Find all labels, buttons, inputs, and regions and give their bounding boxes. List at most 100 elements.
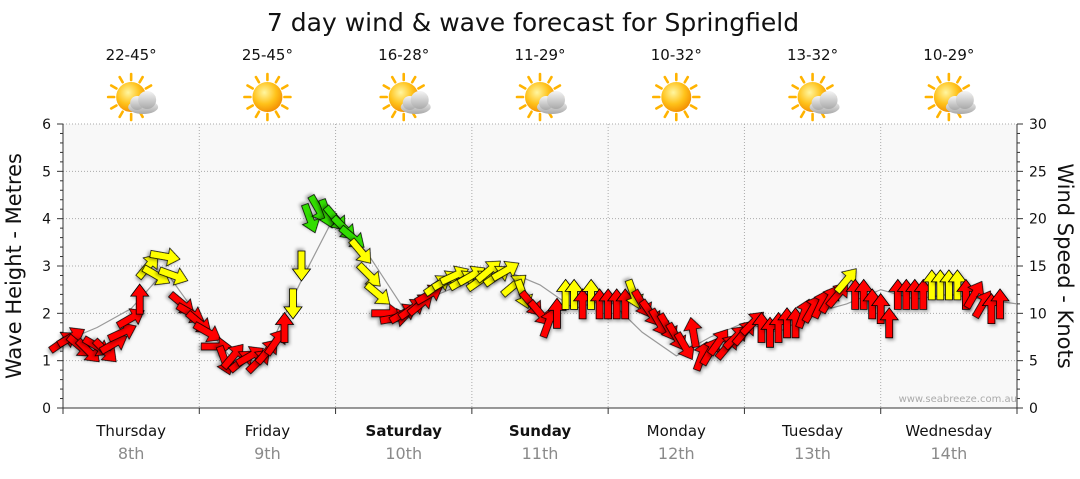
wind-arrow-shape (338, 224, 365, 248)
sun-ray (109, 104, 118, 110)
sun-ray (799, 110, 806, 119)
cloud-puff (410, 91, 429, 109)
sun-ray (689, 104, 698, 110)
sun-ray (799, 75, 806, 84)
wind-arrow-shape (879, 307, 900, 339)
day-column-thursday: 22-45° Thursday 8th (95, 46, 166, 463)
day-date: 9th (254, 444, 281, 463)
sun-ray (663, 110, 670, 119)
left-tick-label: 1 (42, 354, 51, 370)
sun-ray (274, 75, 281, 84)
wind-arrow-shape (283, 288, 303, 320)
right-tick-label: 10 (1029, 306, 1047, 322)
cloud-puff (138, 91, 157, 109)
sun-ray (683, 110, 690, 119)
right-tick-label: 25 (1029, 164, 1047, 180)
sun-ray (118, 110, 124, 119)
sun-ray (382, 104, 391, 110)
day-date: 12th (658, 444, 695, 463)
sun-ray (410, 75, 417, 84)
sun-ray (254, 110, 261, 119)
cloud-puff (547, 91, 565, 109)
wind-arrow (291, 250, 312, 282)
right-tick-label: 15 (1029, 259, 1047, 275)
wind-arrow-shape (274, 311, 295, 343)
y-axis-label-left: Wave Height - Metres (2, 153, 26, 379)
temp-range: 13-32° (787, 46, 838, 64)
wind-arrow (157, 266, 189, 286)
day-column-sunday: 11-29° Sunday 11th (509, 46, 572, 463)
sun-ray (518, 104, 527, 110)
day-name: Wednesday (905, 422, 992, 440)
day-name: Thursday (95, 422, 166, 440)
sun-ray (280, 104, 289, 110)
day-column-friday: 25-45° Friday 9th (242, 46, 293, 463)
cloud-puff (955, 91, 974, 109)
wind-arrow (990, 288, 1010, 320)
wind-arrow (547, 297, 567, 329)
cloud-icon (128, 91, 159, 114)
sun-ray (144, 84, 153, 90)
sun-cloud-icon (924, 72, 976, 122)
wind-arrow (274, 311, 295, 343)
day-date: 14th (930, 444, 967, 463)
sun-ray (547, 75, 553, 84)
wind-series (48, 193, 1010, 376)
wind-arrow (149, 247, 181, 267)
sun-ray (956, 75, 962, 84)
wind-arrow-shape (192, 321, 222, 343)
cloud-puff (819, 91, 838, 109)
wind-arrow (355, 261, 381, 287)
temp-range: 10-29° (923, 46, 974, 64)
left-tick-label: 6 (42, 117, 51, 133)
sun-ray (390, 110, 397, 119)
wind-arrow (338, 224, 365, 248)
sun-ray (109, 84, 118, 90)
sun-ray (936, 110, 942, 119)
sun-ray (791, 84, 800, 90)
sun-icon (243, 72, 292, 122)
sun-ray (927, 84, 936, 90)
left-tick-label: 5 (42, 164, 51, 180)
sun-ray (118, 75, 124, 84)
right-tick-label: 5 (1029, 354, 1038, 370)
wind-arrow-shape (683, 316, 703, 349)
chart-title: 7 day wind & wave forecast for Springfie… (267, 8, 799, 37)
sun-ray (962, 84, 971, 90)
left-tick-label: 3 (42, 259, 51, 275)
sun-ray (527, 75, 533, 84)
day-column-saturday: 16-28° Saturday 10th (366, 46, 443, 463)
axes: 0 1 2 3 4 5 6 0 5 10 15 20 25 30 (42, 117, 1047, 417)
day-name: Monday (647, 422, 706, 440)
cloud-icon (945, 91, 976, 114)
day-column-wednesday: 10-29° Wednesday 14th (905, 46, 992, 463)
sun-icon (651, 72, 701, 122)
wind-arrow-shape (355, 261, 381, 287)
sun-ray (254, 75, 261, 84)
day-name: Sunday (509, 422, 572, 440)
day-name: Saturday (366, 422, 443, 440)
day-name: Friday (245, 422, 291, 440)
temp-range: 25-45° (242, 46, 293, 64)
wind-arrow-shape (363, 281, 391, 305)
watermark: www.seabreeze.com.au (899, 394, 1017, 405)
wind-arrow-shape (348, 237, 372, 264)
temp-range: 22-45° (106, 46, 157, 64)
temp-range: 10-32° (651, 46, 702, 64)
cloud-icon (537, 91, 567, 114)
sun-ray (655, 84, 663, 90)
wind-arrow-shape (129, 283, 150, 315)
sun-ray (246, 104, 255, 110)
sun-ray (553, 84, 562, 90)
day-name: Tuesday (781, 422, 843, 440)
day-date: 11th (522, 444, 559, 463)
wind-arrow-shape (870, 292, 891, 325)
sun-ray (791, 104, 800, 110)
wind-arrow (363, 281, 391, 305)
sun-ray (819, 75, 826, 84)
left-tick-label: 4 (42, 212, 51, 228)
wind-arrow-shape (291, 250, 312, 282)
sun-ray (518, 84, 527, 90)
